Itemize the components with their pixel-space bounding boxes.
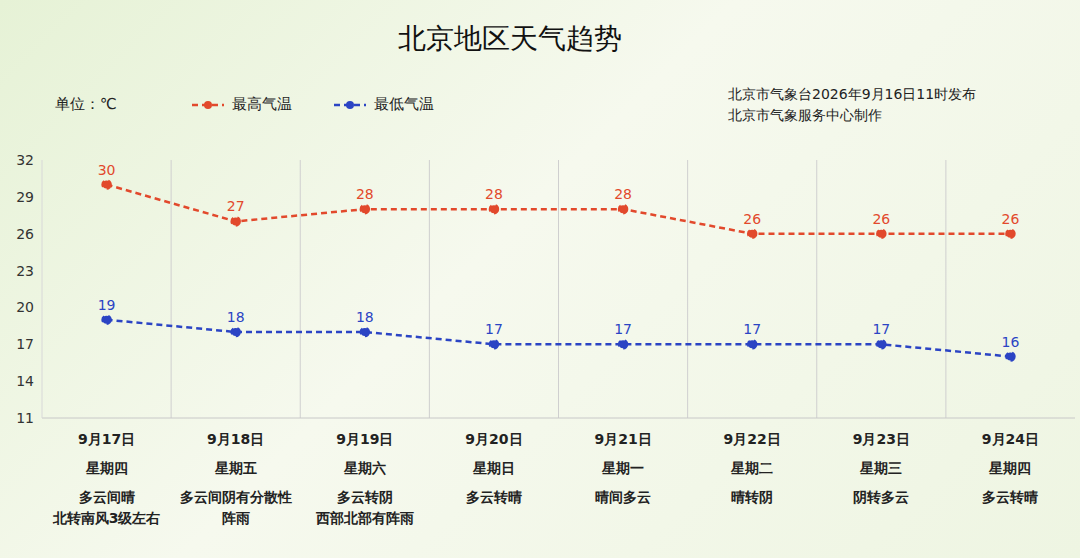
svg-text:29: 29 (16, 189, 34, 205)
svg-text:30: 30 (98, 162, 116, 178)
svg-text:阴转多云: 阴转多云 (853, 489, 909, 505)
svg-text:9月21日: 9月21日 (594, 431, 651, 447)
svg-text:晴转阴: 晴转阴 (731, 489, 773, 505)
svg-text:18: 18 (356, 309, 374, 325)
svg-text:星期五: 星期五 (214, 460, 257, 476)
svg-text:多云转阴: 多云转阴 (337, 489, 393, 505)
svg-text:14: 14 (16, 373, 34, 389)
svg-text:多云间阴有分散性: 多云间阴有分散性 (180, 489, 292, 505)
svg-text:32: 32 (16, 152, 34, 168)
svg-text:9月17日: 9月17日 (78, 431, 135, 447)
svg-text:17: 17 (485, 321, 503, 337)
svg-text:17: 17 (16, 336, 34, 352)
svg-text:9月19日: 9月19日 (336, 431, 393, 447)
html-text:北京地区天气趋势: 北京地区天气趋势 (398, 22, 622, 55)
svg-text:23: 23 (16, 263, 34, 279)
svg-text:17: 17 (872, 321, 890, 337)
html-text:最高气温: 最高气温 (232, 95, 292, 113)
svg-text:26: 26 (872, 211, 890, 227)
svg-text:西部北部有阵雨: 西部北部有阵雨 (315, 510, 414, 526)
svg-text:11: 11 (16, 410, 34, 426)
svg-text:28: 28 (614, 186, 632, 202)
svg-text:17: 17 (614, 321, 632, 337)
svg-text:星期日: 星期日 (472, 460, 515, 476)
svg-text:星期二: 星期二 (730, 460, 773, 476)
svg-text:9月23日: 9月23日 (853, 431, 910, 447)
html-text:最低气温: 最低气温 (374, 95, 434, 113)
svg-text:星期一: 星期一 (601, 460, 644, 476)
html-text:北京市气象服务中心制作: 北京市气象服务中心制作 (728, 107, 882, 123)
svg-text:28: 28 (485, 186, 503, 202)
svg-text:星期四: 星期四 (85, 460, 128, 476)
svg-text:16: 16 (1002, 334, 1020, 350)
svg-text:9月18日: 9月18日 (207, 431, 264, 447)
svg-text:星期四: 星期四 (988, 460, 1031, 476)
svg-text:27: 27 (227, 198, 245, 214)
svg-text:17: 17 (743, 321, 761, 337)
svg-text:26: 26 (743, 211, 761, 227)
svg-text:9月24日: 9月24日 (982, 431, 1039, 447)
svg-text:19: 19 (98, 297, 116, 313)
svg-text:多云间晴: 多云间晴 (79, 489, 135, 505)
svg-text:26: 26 (1002, 211, 1020, 227)
svg-text:多云转晴: 多云转晴 (466, 489, 522, 505)
svg-text:9月20日: 9月20日 (465, 431, 522, 447)
svg-text:26: 26 (16, 226, 34, 242)
html-text:单位：℃: 单位：℃ (55, 95, 117, 113)
svg-text:星期六: 星期六 (343, 460, 386, 476)
svg-text:北转南风3级左右: 北转南风3级左右 (52, 510, 161, 526)
svg-text:晴间多云: 晴间多云 (595, 489, 651, 505)
svg-text:阵雨: 阵雨 (222, 510, 250, 526)
svg-text:星期三: 星期三 (859, 460, 902, 476)
svg-text:18: 18 (227, 309, 245, 325)
svg-text:多云转晴: 多云转晴 (982, 489, 1038, 505)
svg-text:20: 20 (16, 299, 34, 315)
svg-text:28: 28 (356, 186, 374, 202)
svg-text:9月22日: 9月22日 (724, 431, 781, 447)
html-text:北京市气象台2026年9月16日11时发布: 北京市气象台2026年9月16日11时发布 (728, 86, 977, 102)
